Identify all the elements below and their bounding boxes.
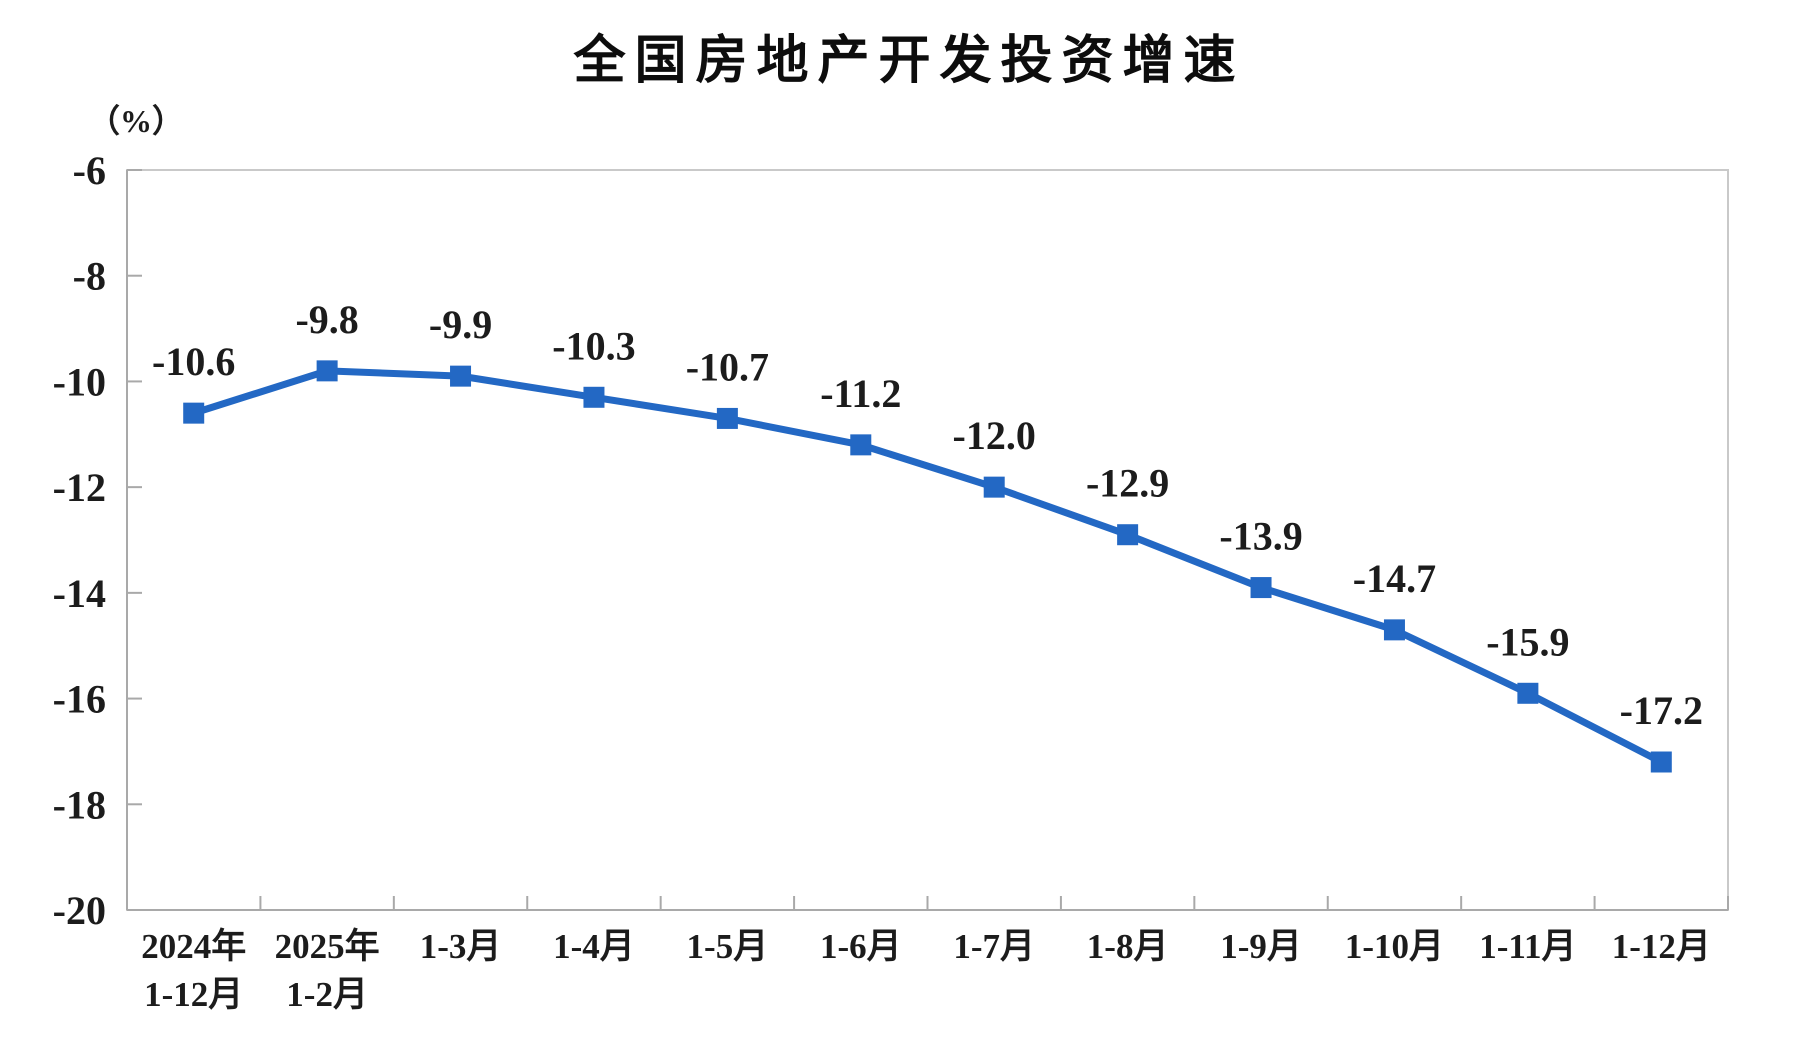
data-label: -17.2: [1620, 688, 1703, 733]
data-point-marker: [1383, 619, 1405, 641]
y-axis-tick-label: -10: [53, 359, 106, 404]
data-label: -10.7: [686, 344, 769, 389]
x-axis-tick-label: 1-4月: [553, 927, 635, 966]
data-point-marker: [316, 360, 338, 382]
x-axis-tick-label: 1-2月: [286, 975, 368, 1014]
data-point-marker: [1250, 577, 1272, 599]
data-point-marker: [183, 402, 205, 424]
y-axis-tick-label: -8: [73, 254, 106, 299]
x-axis-tick-label: 1-7月: [953, 927, 1035, 966]
data-point-marker: [583, 386, 605, 408]
data-label: -11.2: [820, 371, 901, 416]
data-point-marker: [1650, 751, 1672, 773]
data-label: -15.9: [1486, 619, 1569, 664]
y-axis-unit-label: （%）: [88, 103, 185, 139]
y-axis-tick-label: -12: [53, 465, 106, 510]
y-axis-tick-label: -18: [53, 782, 106, 827]
x-axis-tick-label: 1-12月: [144, 975, 243, 1014]
data-point-marker: [1117, 524, 1139, 546]
data-label: -9.9: [429, 302, 492, 347]
data-label: -10.6: [152, 339, 235, 384]
data-label: -13.9: [1219, 514, 1302, 559]
y-axis-tick-label: -14: [53, 571, 106, 616]
series-line: [190, 367, 1665, 766]
y-axis-tick-label: -6: [73, 148, 106, 193]
data-label: -12.0: [953, 413, 1036, 458]
data-point-marker: [983, 476, 1005, 498]
x-axis-tick-label: 1-9月: [1220, 927, 1302, 966]
plot-area-border: [126, 169, 1729, 911]
x-axis-tick-label: 1-10月: [1345, 927, 1444, 966]
y-axis-tick-label: -20: [53, 888, 106, 933]
chart-title: 全国房地产开发投资增速: [573, 32, 1245, 90]
data-point-marker: [450, 365, 472, 387]
data-point-marker: [1517, 682, 1539, 704]
x-axis-tick-label: 1-6月: [820, 927, 902, 966]
data-label: -14.7: [1353, 556, 1436, 601]
x-axis-tick-label: 1-5月: [687, 927, 769, 966]
data-point-marker: [850, 434, 872, 456]
x-axis-tick-label: 1-8月: [1087, 927, 1169, 966]
data-label: -12.9: [1086, 461, 1169, 506]
y-axis-tick-label: -16: [53, 677, 106, 722]
data-label: -10.3: [552, 323, 635, 368]
x-axis-tick-label: 1-11月: [1479, 927, 1576, 966]
data-point-marker: [716, 407, 738, 429]
data-label: -9.8: [295, 297, 358, 342]
x-axis-tick-label: 1-12月: [1612, 927, 1711, 966]
x-axis-tick-label: 1-3月: [420, 927, 502, 966]
x-axis-tick-label: 2024年: [141, 927, 246, 966]
x-axis-tick-label: 2025年: [275, 927, 380, 966]
